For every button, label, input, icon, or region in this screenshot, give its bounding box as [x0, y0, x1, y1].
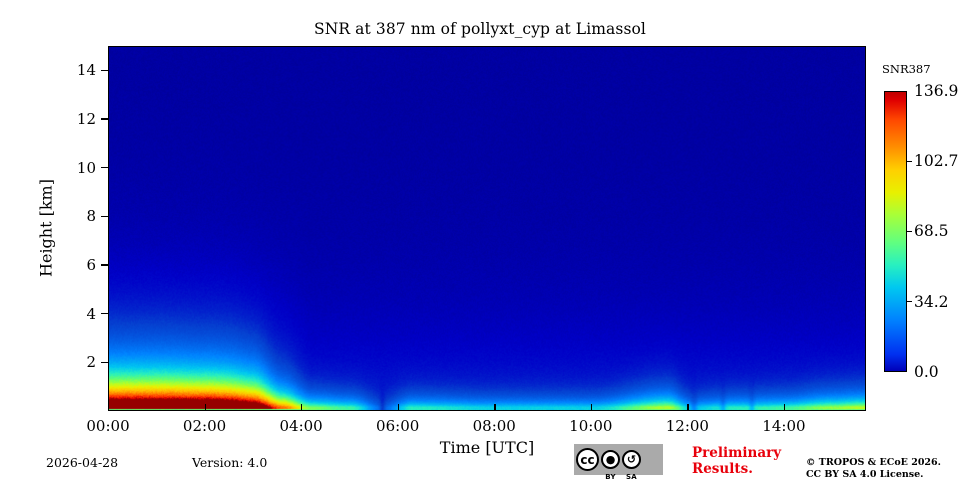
cc-by-group: ● BY: [601, 450, 620, 481]
heatmap-plot-area[interactable]: [108, 46, 866, 411]
colorbar-tick-label: 68.5: [914, 222, 949, 241]
y-tick-mark: [101, 264, 108, 266]
colorbar[interactable]: [884, 91, 907, 372]
cc-sa-glyph: ↺: [626, 453, 637, 466]
x-tick-label: 04:00: [279, 417, 323, 435]
footer-date: 2026-04-28: [46, 455, 119, 470]
x-tick-mark: [590, 404, 593, 411]
colorbar-tick-label: 0.0: [914, 363, 939, 381]
y-tick-label: 6: [86, 256, 96, 274]
x-tick-mark: [783, 404, 786, 411]
x-tick-mark: [494, 404, 496, 411]
y-tick-mark: [101, 313, 108, 315]
x-tick-label: 14:00: [762, 417, 806, 435]
x-tick-label: 06:00: [376, 417, 420, 435]
y-tick-label: 8: [86, 207, 96, 226]
x-axis-label: Time [UTC]: [439, 438, 535, 457]
creative-commons-badge[interactable]: cc ● BY ↺ SA: [574, 444, 663, 481]
y-tick-label: 2: [86, 353, 96, 372]
x-tick-mark: [204, 404, 206, 411]
x-tick-label: 10:00: [569, 417, 613, 435]
cc-sa-icon: ↺ SA: [622, 450, 641, 481]
colorbar-tick-mark: [907, 301, 912, 303]
colorbar-tick-mark: [907, 160, 912, 162]
x-tick-mark: [301, 404, 303, 411]
y-tick-mark: [101, 69, 108, 71]
colorbar-tick-label: 34.2: [914, 292, 949, 311]
copyright-line-2: CC BY SA 4.0 License.: [806, 469, 924, 481]
copyright-notice: © TROPOS & ECoE 2026. CC BY SA 4.0 Licen…: [806, 457, 941, 481]
footer-version: Version: 4.0: [192, 455, 268, 470]
preliminary-results-notice: Preliminary Results.: [692, 445, 782, 478]
copyright-line-1: © TROPOS & ECoE 2026.: [806, 457, 941, 468]
y-tick-label: 4: [86, 304, 96, 323]
cc-by-glyph: ●: [605, 453, 616, 466]
x-tick-mark: [108, 404, 110, 411]
x-tick-label: 00:00: [86, 417, 130, 435]
y-tick-mark: [101, 118, 108, 120]
cc-by-icon: ● BY: [601, 450, 620, 481]
x-tick-label: 08:00: [472, 417, 516, 435]
colorbar-title: SNR387: [882, 62, 931, 76]
colorbar-tick-mark: [907, 230, 912, 233]
preliminary-line-1: Preliminary: [692, 445, 782, 461]
x-tick-mark: [397, 404, 399, 411]
y-tick-label: 14: [76, 61, 96, 80]
y-tick-mark: [101, 167, 108, 169]
y-tick-mark: [101, 215, 108, 217]
x-tick-mark: [687, 404, 689, 411]
cc-by-label: BY: [605, 473, 616, 481]
y-axis-label: Height [km]: [36, 179, 56, 277]
y-tick-label: 10: [76, 158, 96, 177]
y-tick-mark: [101, 361, 108, 363]
page-title: SNR at 387 nm of pollyxt_cyp at Limassol: [313, 20, 646, 38]
colorbar-tick-label: 102.7: [914, 152, 959, 171]
cc-mark-text: cc: [580, 452, 595, 467]
cc-logo-icon: cc: [576, 448, 599, 471]
x-tick-label: 02:00: [182, 417, 227, 435]
cc-sa-group: ↺ SA: [622, 450, 641, 481]
colorbar-tick-label: 136.9: [914, 82, 959, 100]
y-tick-label: 12: [76, 110, 96, 128]
heatmap-canvas: [109, 47, 865, 410]
x-tick-label: 12:00: [665, 417, 709, 435]
preliminary-line-2: Results.: [692, 460, 753, 477]
cc-sa-label: SA: [625, 473, 638, 481]
